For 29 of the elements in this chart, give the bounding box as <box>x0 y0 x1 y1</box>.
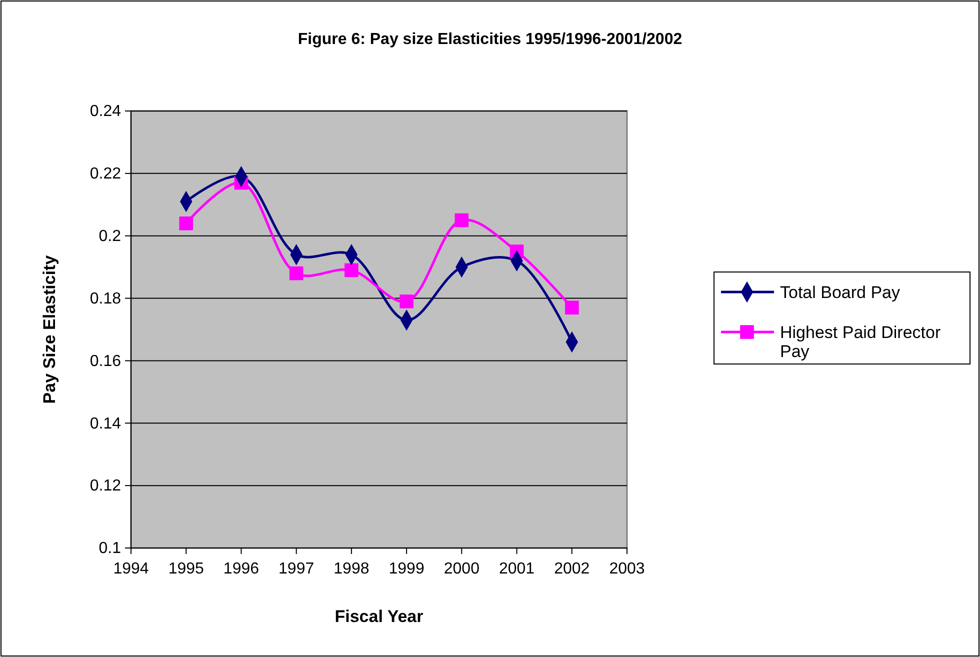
y-tick-label: 0.12 <box>90 478 122 495</box>
x-tick-label: 1999 <box>388 560 424 578</box>
chart-title: Figure 6: Pay size Elasticities 1995/1996-2001/2002 <box>298 31 682 48</box>
point <box>289 266 304 280</box>
x-axis-title: Fiscal Year <box>334 607 424 626</box>
legend-label: Highest Paid Director Pay <box>780 323 941 361</box>
x-tick-label: 1997 <box>278 560 314 578</box>
x-tick-label: 2002 <box>554 560 590 578</box>
y-tick-label: 0.24 <box>90 103 122 120</box>
x-tick-label: 1998 <box>334 560 370 578</box>
y-tick-label: 0.18 <box>90 290 122 308</box>
y-tick-label: 0.22 <box>90 166 122 183</box>
legend-label: Total Board Pay <box>780 283 901 302</box>
y-tick-label: 0.16 <box>90 352 122 370</box>
x-tick-label: 1994 <box>113 560 149 578</box>
y-tick-label: 0.1 <box>98 540 122 558</box>
point <box>454 213 469 228</box>
x-tick-label: 2001 <box>498 560 535 578</box>
y-tick-label: 0.2 <box>98 228 122 245</box>
x-tick-label: 2003 <box>609 560 645 578</box>
x-tick-label: 2000 <box>444 560 480 578</box>
point <box>564 300 579 315</box>
y-axis-title: Pay Size Elasticity <box>40 254 59 404</box>
x-tick-label: 1995 <box>168 560 204 578</box>
point <box>400 294 414 308</box>
point <box>179 216 194 230</box>
point <box>344 263 358 278</box>
x-tick-label: 1996 <box>223 560 260 578</box>
y-tick-label: 0.14 <box>90 415 122 432</box>
